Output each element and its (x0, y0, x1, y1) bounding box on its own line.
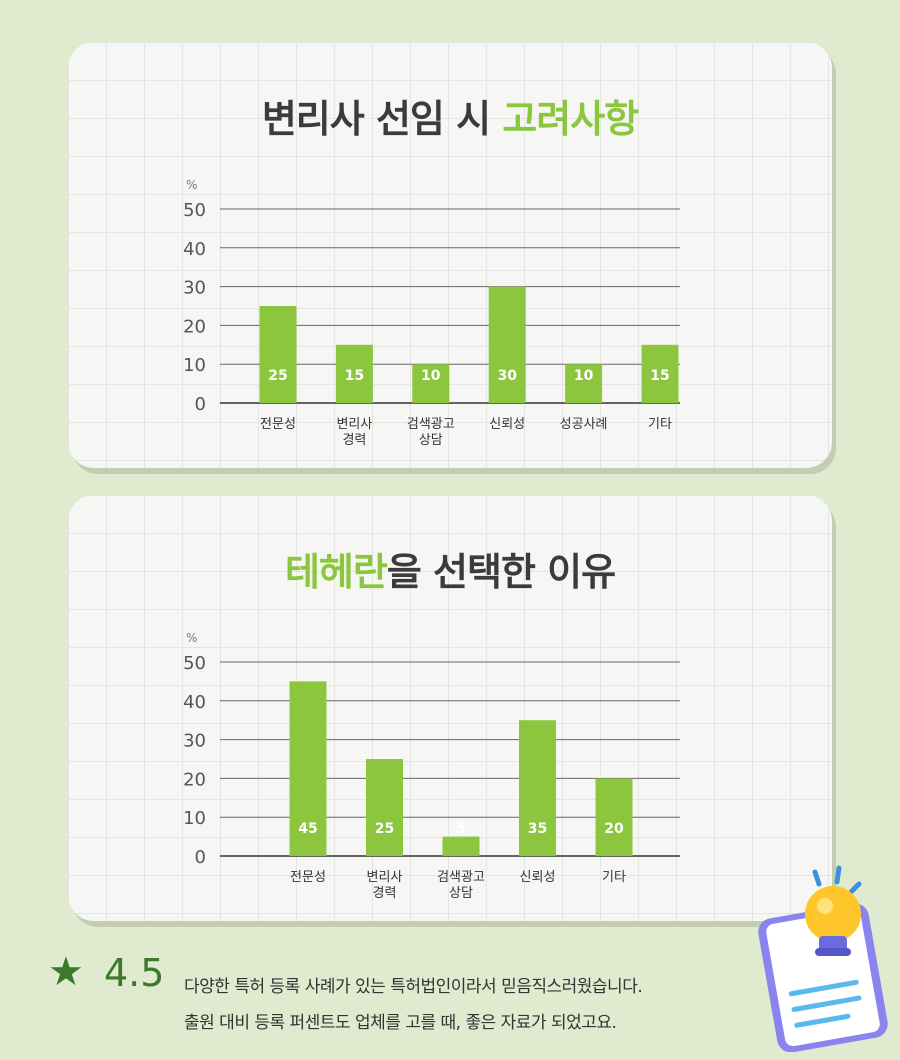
x-tick-line: 기타 (648, 417, 672, 432)
bar (488, 286, 526, 403)
data-label: 5 (456, 821, 466, 837)
bar-chart-reasons: % 50 40 30 20 10 0 45 전문성 25 변리사 경력 5 검색광고 상담 35 신뢰성 20 기타 (183, 631, 680, 901)
x-tick-line: 변리사 (336, 417, 372, 432)
x-tick-line: 검색광고 (437, 870, 485, 885)
y-tick-label: 30 (183, 278, 206, 299)
x-tick-label: 검색광고 상담 (407, 417, 455, 448)
y-tick-label: 20 (183, 769, 206, 790)
y-tick-label: 50 (183, 653, 206, 674)
chart-title: 테헤란을 선택한 이유 (68, 541, 832, 596)
bar (641, 344, 679, 403)
x-tick-line: 신뢰성 (489, 417, 525, 432)
bar (366, 759, 403, 856)
data-label: 15 (345, 368, 364, 384)
star-icon: ★ (48, 949, 84, 995)
y-tick-label: 40 (183, 239, 206, 260)
y-tick-label: 0 (195, 847, 206, 868)
data-label: 25 (375, 821, 394, 837)
x-tick-line: 경력 (342, 433, 366, 448)
title-main: 을 선택한 이유 (386, 550, 616, 594)
chart-card-reasons: 테헤란을 선택한 이유 % 50 40 30 20 10 0 45 전문성 25 변리사 경력 5 검색광… (68, 495, 832, 921)
x-tick-label: 신뢰성 (489, 417, 525, 432)
data-label: 15 (650, 368, 669, 384)
bar (335, 344, 373, 403)
y-tick-label: 10 (183, 808, 206, 829)
x-tick-line: 전문성 (290, 870, 326, 885)
x-tick-label: 변리사 경력 (367, 870, 403, 901)
x-tick-line: 상담 (419, 433, 443, 448)
review-text-line-1: 다양한 특허 등록 사례가 있는 특허법인이라서 믿음직스러웠습니다. (184, 977, 643, 997)
y-tick-label: 20 (183, 316, 206, 337)
x-tick-line: 신뢰성 (520, 870, 556, 885)
chart-title: 변리사 선임 시 고려사항 (68, 88, 832, 143)
title-accent: 테헤란 (284, 550, 388, 594)
x-tick-line: 검색광고 (407, 417, 455, 432)
x-tick-line: 성공사례 (560, 417, 608, 432)
bar (259, 306, 297, 403)
x-tick-label: 변리사 경력 (336, 417, 372, 448)
bar (289, 681, 327, 856)
data-label: 30 (497, 368, 517, 384)
y-tick-label: 10 (183, 355, 206, 376)
x-tick-line: 변리사 (367, 870, 403, 885)
title-main: 변리사 선임 시 (261, 97, 503, 141)
x-tick-label: 성공사례 (560, 417, 608, 432)
x-tick-label: 전문성 (260, 417, 296, 432)
lightbulb-notepad-icon (758, 865, 888, 1052)
bar (442, 836, 480, 856)
review-block: ★ 4.5 다양한 특허 등록 사례가 있는 특허법인이라서 믿음직스러웠습니다… (48, 952, 768, 1042)
y-tick-label: 50 (183, 200, 206, 221)
x-tick-label: 신뢰성 (520, 870, 556, 885)
x-tick-line: 전문성 (260, 417, 296, 432)
data-label: 10 (421, 368, 441, 384)
x-tick-label: 기타 (648, 417, 672, 432)
unit-label: % (186, 631, 197, 645)
data-label: 25 (268, 368, 287, 384)
y-tick-label: 40 (183, 692, 206, 713)
x-tick-line: 기타 (602, 870, 626, 885)
bar (565, 364, 603, 403)
x-tick-line: 상담 (449, 886, 473, 901)
title-accent: 고려사항 (502, 97, 639, 141)
rating-value: 4.5 (104, 951, 165, 995)
x-tick-line: 경력 (373, 886, 397, 901)
review-text-line-2: 출원 대비 등록 퍼센트도 업체를 고를 때, 좋은 자료가 되었고요. (184, 1013, 617, 1033)
bar (519, 720, 556, 856)
x-tick-label: 검색광고 상담 (437, 870, 485, 901)
data-label: 10 (574, 368, 594, 384)
x-tick-label: 기타 (602, 870, 626, 885)
data-label: 20 (604, 821, 624, 837)
bar (412, 364, 450, 403)
data-label: 45 (298, 821, 317, 837)
unit-label: % (186, 178, 197, 192)
chart-card-considerations: 변리사 선임 시 고려사항 % 50 40 30 20 10 0 25 전문성 15 변리사 경력 10… (68, 42, 832, 468)
x-tick-label: 전문성 (290, 870, 326, 885)
y-tick-label: 30 (183, 731, 206, 752)
bar-chart-considerations: % 50 40 30 20 10 0 25 전문성 15 변리사 경력 10 검색광고 상담 30 신뢰성 10 성… (183, 178, 680, 448)
data-label: 35 (528, 821, 547, 837)
bar (595, 778, 633, 856)
y-tick-label: 0 (195, 394, 206, 415)
